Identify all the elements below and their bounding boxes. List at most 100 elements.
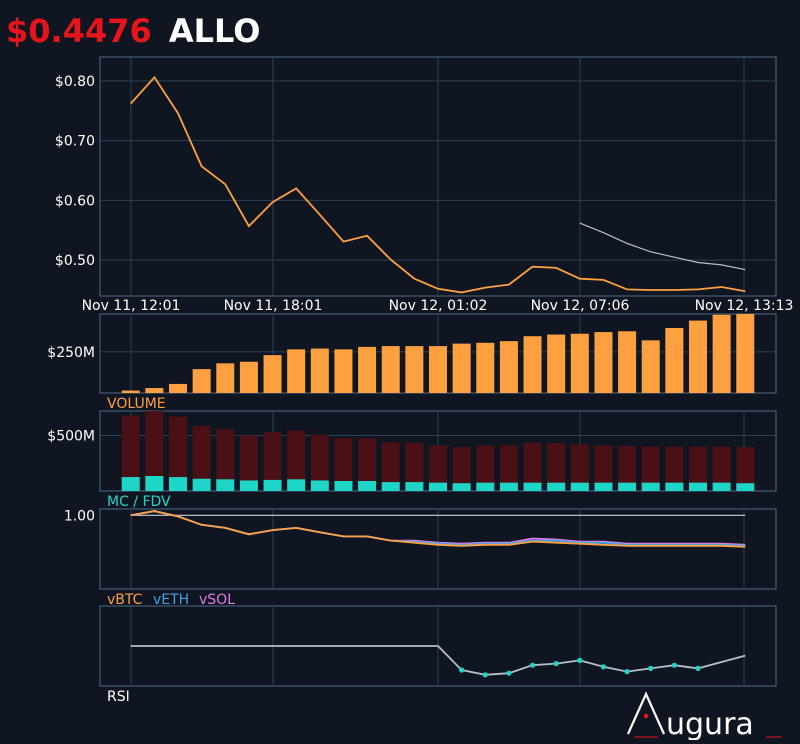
legend-vbtc: vBTC (107, 592, 143, 608)
volume-bar (523, 336, 542, 393)
fdv-bar (358, 438, 377, 491)
mc-bar (192, 478, 211, 491)
fdv-bar (192, 426, 211, 491)
volume-ytick-label: $250M (47, 345, 95, 361)
volume-bar (381, 346, 400, 393)
mc-bar (310, 480, 329, 491)
price-ytick-label: $0.50 (55, 253, 95, 269)
fdv-bar (618, 446, 637, 491)
rsi-point (506, 670, 512, 676)
fdv-bar (239, 435, 258, 491)
rsi-point (671, 662, 677, 668)
reference-price-line (579, 222, 746, 271)
volume-bar (287, 349, 306, 393)
volume-bar (310, 348, 329, 393)
mc-fdv-label: MC / FDV (107, 494, 171, 510)
mc-bar (334, 481, 353, 491)
fdv-bar (641, 446, 660, 491)
mc-bar (239, 480, 258, 491)
price-ytick-label: $0.80 (55, 74, 95, 90)
mc-bar (381, 482, 400, 491)
fdv-bar (429, 445, 447, 491)
legend-veth: vETH (153, 592, 189, 608)
fdv-bar (216, 429, 235, 491)
volume-bar (169, 383, 187, 393)
token-symbol: ALLO (168, 12, 261, 50)
fdv-bar (689, 446, 707, 491)
rsi-point (695, 665, 701, 672)
augura-logo: ugura (626, 691, 782, 740)
mc-bar (121, 477, 140, 491)
mc-bar (452, 483, 471, 491)
volume-bar (405, 346, 424, 393)
price-xtick-label: Nov 12, 13:13 (695, 298, 794, 314)
rsi-point (553, 661, 559, 667)
mc-bar (570, 482, 589, 491)
volume-bar (499, 341, 518, 393)
volume-bar (192, 369, 211, 393)
rsi-point (648, 665, 654, 672)
rsi-point (529, 662, 536, 668)
fdv-bar (334, 438, 353, 491)
fdv-bar (121, 415, 140, 491)
volume-bar (641, 340, 660, 393)
price-line (130, 75, 746, 294)
mc-bar (712, 482, 731, 491)
price-xtick-label: Nov 11, 18:01 (224, 298, 323, 314)
volume-bar (570, 333, 589, 393)
fdv-bar (499, 445, 518, 491)
price-xtick-label: Nov 12, 01:02 (389, 298, 488, 314)
volume-bar (452, 343, 471, 393)
mcfdv-ytick-label: $500M (47, 428, 95, 444)
mc-bar (429, 482, 447, 491)
volume-bar (334, 349, 353, 393)
volume-bar (736, 314, 755, 393)
fdv-bar (405, 442, 424, 491)
price-xtick-label: Nov 12, 07:06 (531, 298, 630, 314)
mc-bar (263, 479, 282, 491)
mc-bar (547, 482, 566, 491)
mc-bar (594, 482, 613, 491)
mc-bar (476, 482, 495, 491)
volume-bar (121, 390, 140, 393)
mc-bar (523, 482, 542, 491)
price-ytick-label: $0.70 (55, 134, 95, 150)
fdv-bar (523, 442, 542, 491)
fdv-bar (594, 445, 613, 491)
volume-bar (145, 388, 164, 393)
mc-bar (358, 481, 377, 491)
mc-bar (665, 482, 684, 491)
fdv-bar (452, 447, 471, 491)
volume-bar (712, 314, 731, 393)
volume-bar (429, 346, 447, 393)
volume-bar (239, 361, 258, 393)
price-header: $0.4476 ALLO (6, 12, 261, 50)
volume-bar (476, 342, 495, 393)
mc-bar (689, 482, 707, 491)
mc-bar (618, 482, 637, 491)
volume-label: VOLUME (107, 396, 166, 412)
mc-bar (145, 476, 164, 491)
rsi-point (600, 664, 607, 670)
mc-bar (499, 482, 518, 491)
current-price: $0.4476 (6, 12, 152, 50)
fdv-bar (476, 445, 495, 491)
rsi-line (130, 645, 746, 676)
rsi-point (459, 667, 465, 673)
fdv-bar (570, 444, 589, 491)
rsi-point (577, 657, 583, 664)
price-xtick-label: Nov 11, 12:01 (82, 298, 181, 314)
mc-bar (169, 477, 187, 491)
rsi-point (624, 669, 630, 675)
fdv-bar (169, 416, 187, 491)
fdv-bar (712, 446, 731, 491)
mc-bar (641, 482, 660, 491)
volume-bar (618, 331, 637, 393)
volume-bar (665, 327, 684, 393)
mc-bar (287, 479, 306, 491)
fdv-bar (381, 442, 400, 491)
volume-bar (547, 334, 566, 393)
logo-wordmark: ugura (666, 707, 754, 740)
fdv-bar (736, 447, 755, 491)
